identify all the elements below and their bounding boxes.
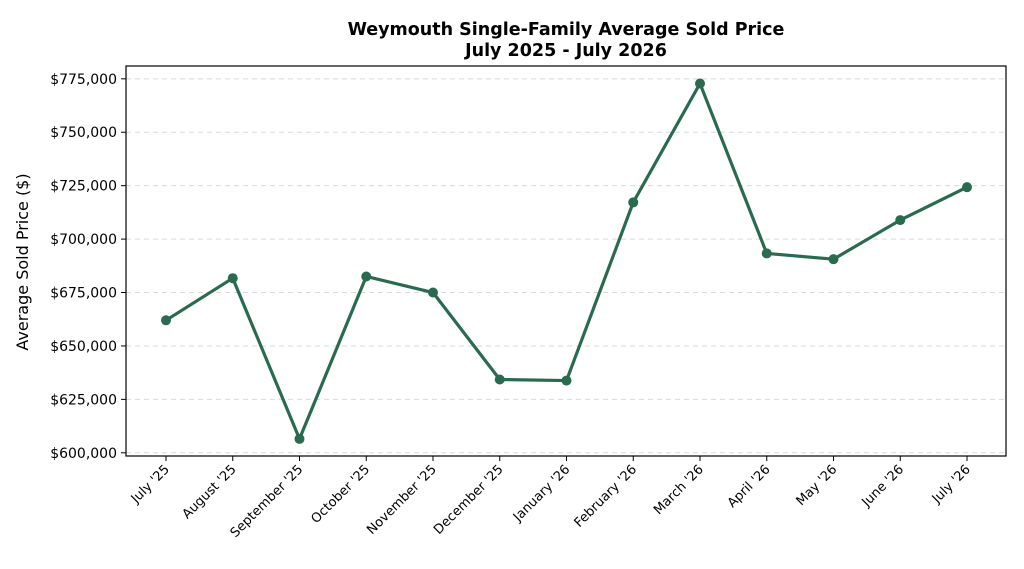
x-tick-label: February '26 (572, 462, 640, 530)
data-point (361, 271, 372, 282)
y-tick-label: $625,000 (50, 392, 117, 408)
data-point (561, 375, 572, 386)
x-tick-label: December '25 (431, 462, 506, 537)
y-tick-label: $650,000 (50, 339, 117, 355)
x-tick-label: August '25 (180, 462, 240, 522)
data-point (161, 315, 171, 326)
x-tick-label: June '26 (859, 462, 907, 510)
data-point (294, 433, 305, 444)
y-tick-label: $725,000 (50, 179, 117, 195)
y-tick-label: $675,000 (50, 286, 117, 302)
data-point (828, 254, 839, 265)
data-point (227, 273, 238, 284)
series-line (164, 81, 969, 441)
x-tick-label: March '26 (651, 462, 707, 518)
data-point (761, 248, 772, 259)
y-axis-label: Average Sold Price ($) (13, 173, 32, 350)
plot-frame (125, 65, 1007, 457)
data-point (895, 215, 906, 226)
x-tick-label: September '25 (228, 462, 307, 541)
x-tick-label: October '25 (309, 462, 374, 527)
x-tick-label: July '25 (128, 462, 173, 507)
x-tick-label: November '25 (364, 462, 440, 538)
y-tick-label: $600,000 (50, 446, 117, 462)
data-point (695, 78, 705, 89)
data-point (962, 182, 972, 193)
x-tick-label: May '26 (794, 462, 841, 509)
x-tick-label: January '26 (510, 462, 573, 525)
x-tick-label: July '26 (929, 462, 974, 507)
y-tick-label: $750,000 (50, 125, 117, 141)
chart-title-line-2: July 2025 - July 2026 (464, 41, 667, 61)
data-point (628, 197, 639, 208)
grid-layer (126, 78, 1006, 454)
data-point (428, 287, 438, 298)
chart-title-line-1: Weymouth Single-Family Average Sold Pric… (348, 20, 785, 40)
y-tick-label: $775,000 (50, 72, 117, 88)
x-tick-label: April '26 (725, 462, 774, 511)
series-layer (161, 78, 972, 444)
data-point (494, 374, 505, 385)
y-axis-ticks: $600,000 $625,000 $650,000 $675,000 $700,000… (50, 72, 126, 462)
y-tick-label: $700,000 (50, 232, 117, 248)
